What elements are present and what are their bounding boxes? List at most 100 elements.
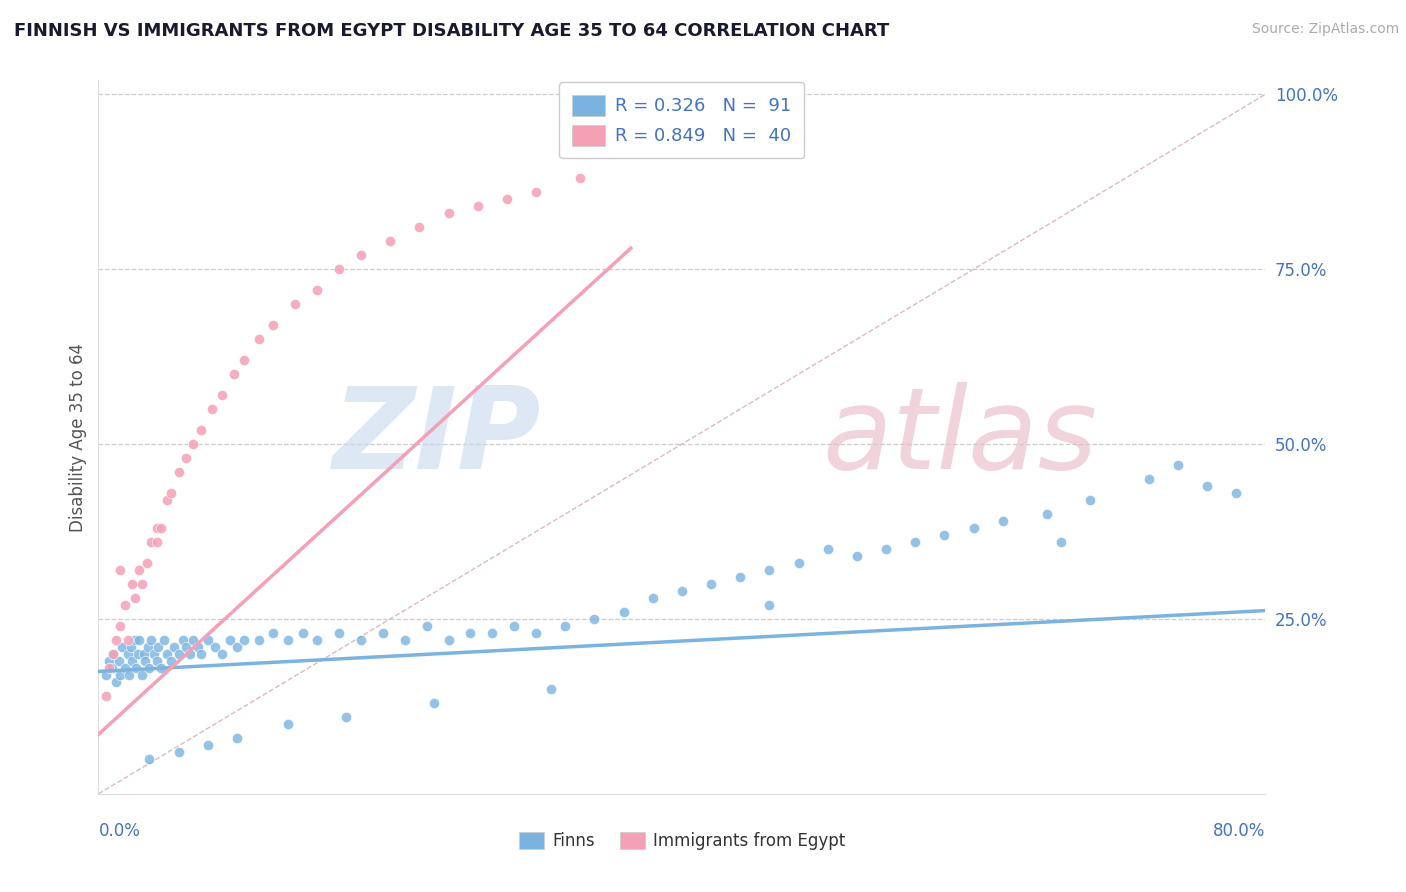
Point xyxy=(1137,472,1160,486)
Point xyxy=(262,626,284,640)
Point xyxy=(128,563,150,577)
Point xyxy=(583,612,606,626)
Point xyxy=(496,192,519,206)
Point xyxy=(671,584,693,599)
Point xyxy=(117,632,139,647)
Point xyxy=(110,619,132,633)
Y-axis label: Disability Age 35 to 64: Disability Age 35 to 64 xyxy=(69,343,87,532)
Point xyxy=(110,563,132,577)
Point xyxy=(335,710,357,724)
Point xyxy=(148,640,170,654)
Point xyxy=(262,318,284,333)
Point xyxy=(153,632,176,647)
Point xyxy=(641,591,664,605)
Point xyxy=(437,206,460,220)
Point xyxy=(904,535,927,549)
Point xyxy=(568,171,591,186)
Point xyxy=(1080,493,1102,508)
Point xyxy=(125,661,148,675)
Point xyxy=(415,619,437,633)
Point xyxy=(1225,486,1247,500)
Point xyxy=(163,640,186,654)
Point xyxy=(136,640,159,654)
Point xyxy=(204,640,226,654)
Point xyxy=(503,619,526,633)
Point xyxy=(174,640,197,654)
Point xyxy=(131,668,153,682)
Point xyxy=(97,654,120,668)
Point xyxy=(460,626,482,640)
Point xyxy=(150,521,173,535)
Point xyxy=(132,647,155,661)
Point xyxy=(226,640,249,654)
Point xyxy=(127,647,149,661)
Point xyxy=(1035,507,1057,521)
Point xyxy=(181,632,204,647)
Point xyxy=(467,199,489,213)
Point xyxy=(124,632,146,647)
Point xyxy=(142,647,165,661)
Point xyxy=(134,654,156,668)
Point xyxy=(108,654,131,668)
Point xyxy=(150,661,173,675)
Point xyxy=(934,528,956,542)
Point xyxy=(394,632,416,647)
Point xyxy=(94,668,117,682)
Point xyxy=(247,332,270,346)
Point xyxy=(118,668,141,682)
Point xyxy=(817,541,839,556)
Point xyxy=(218,632,240,647)
Point xyxy=(423,696,446,710)
Point xyxy=(328,262,350,277)
Point xyxy=(167,647,190,661)
Point xyxy=(1167,458,1189,472)
Point xyxy=(371,626,394,640)
Point xyxy=(1195,479,1218,493)
Point xyxy=(124,591,146,605)
Point xyxy=(117,647,139,661)
Text: 0.0%: 0.0% xyxy=(98,822,141,840)
Point xyxy=(128,632,150,647)
Point xyxy=(408,220,430,235)
Point xyxy=(190,647,212,661)
Point xyxy=(139,632,162,647)
Text: 80.0%: 80.0% xyxy=(1213,822,1265,840)
Point xyxy=(481,626,503,640)
Point xyxy=(167,465,190,479)
Point xyxy=(758,563,780,577)
Point xyxy=(197,738,219,752)
Point xyxy=(138,752,160,766)
Point xyxy=(174,451,197,466)
Point xyxy=(156,493,179,508)
Point xyxy=(307,283,329,297)
Point xyxy=(350,632,373,647)
Point xyxy=(222,367,245,381)
Point xyxy=(146,535,169,549)
Point xyxy=(700,577,723,591)
Point xyxy=(167,745,190,759)
Point xyxy=(540,681,562,696)
Text: atlas: atlas xyxy=(823,382,1097,492)
Point xyxy=(190,423,212,437)
Point xyxy=(1050,535,1073,549)
Point xyxy=(524,185,547,199)
Point xyxy=(277,632,299,647)
Text: FINNISH VS IMMIGRANTS FROM EGYPT DISABILITY AGE 35 TO 64 CORRELATION CHART: FINNISH VS IMMIGRANTS FROM EGYPT DISABIL… xyxy=(14,22,890,40)
Point xyxy=(277,717,299,731)
Point xyxy=(197,632,219,647)
Point xyxy=(758,598,780,612)
Point xyxy=(328,626,350,640)
Legend: Finns, Immigrants from Egypt: Finns, Immigrants from Egypt xyxy=(512,825,852,857)
Point xyxy=(139,535,162,549)
Point xyxy=(146,521,169,535)
Text: ZIP: ZIP xyxy=(333,382,541,492)
Point xyxy=(120,640,142,654)
Point xyxy=(146,654,169,668)
Point xyxy=(201,402,224,417)
Point xyxy=(211,647,233,661)
Point xyxy=(187,640,209,654)
Point xyxy=(131,577,153,591)
Point xyxy=(172,632,194,647)
Point xyxy=(101,647,124,661)
Point xyxy=(211,388,233,402)
